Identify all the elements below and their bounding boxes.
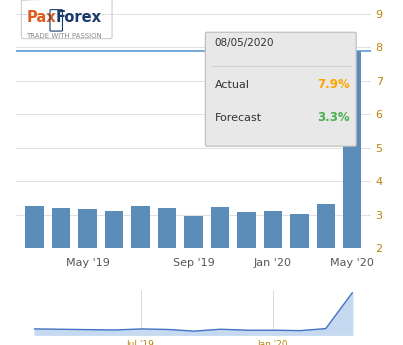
Bar xyxy=(158,208,176,315)
Bar xyxy=(237,211,256,315)
Bar xyxy=(25,206,44,315)
Bar xyxy=(184,216,203,315)
Text: TRADE WITH PASSION: TRADE WITH PASSION xyxy=(26,33,102,39)
Text: Forex: Forex xyxy=(56,10,102,24)
Bar xyxy=(105,210,123,315)
Bar xyxy=(52,207,71,315)
Bar xyxy=(343,51,361,315)
Text: Pax: Pax xyxy=(26,10,56,24)
Text: Forecast: Forecast xyxy=(215,113,262,123)
Text: 3.3%: 3.3% xyxy=(317,111,349,124)
Bar xyxy=(264,211,282,315)
Bar xyxy=(78,209,97,315)
FancyBboxPatch shape xyxy=(206,32,356,146)
Bar xyxy=(316,205,335,315)
Bar xyxy=(211,207,229,315)
Text: 08/05/2020: 08/05/2020 xyxy=(215,38,274,48)
Bar xyxy=(131,206,150,315)
Text: Actual: Actual xyxy=(215,80,249,90)
Bar xyxy=(290,214,309,315)
Text: 7.9%: 7.9% xyxy=(317,78,349,90)
